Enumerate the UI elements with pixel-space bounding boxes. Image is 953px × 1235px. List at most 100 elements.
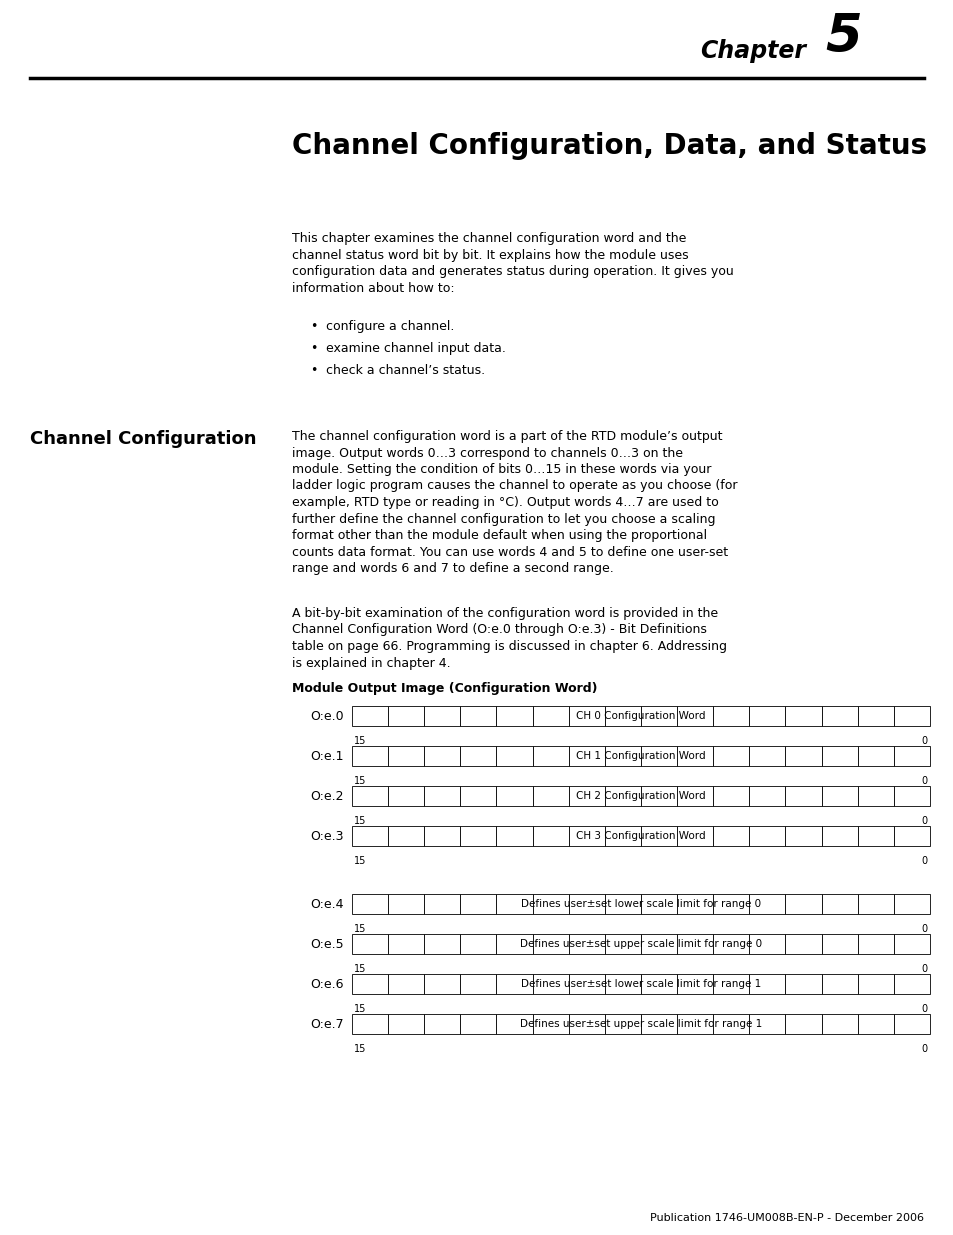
Bar: [749, 894, 784, 914]
Text: 0: 0: [921, 1044, 927, 1053]
Bar: [604, 785, 640, 806]
Text: counts data format. You can use words 4 and 5 to define one user-set: counts data format. You can use words 4 …: [292, 546, 727, 558]
Bar: [821, 826, 857, 846]
Bar: [784, 826, 821, 846]
Text: O:e.5: O:e.5: [310, 937, 344, 951]
Text: 0: 0: [921, 856, 927, 866]
Bar: [857, 1014, 893, 1034]
Text: 15: 15: [354, 856, 366, 866]
Text: table on page 66. Programming is discussed in chapter 6. Addressing: table on page 66. Programming is discuss…: [292, 640, 726, 653]
Bar: [568, 785, 604, 806]
Bar: [532, 785, 568, 806]
Text: 15: 15: [354, 776, 366, 785]
Bar: [713, 826, 749, 846]
Text: 0: 0: [921, 965, 927, 974]
Bar: [568, 746, 604, 766]
Bar: [388, 785, 424, 806]
Bar: [532, 706, 568, 726]
Bar: [496, 974, 532, 994]
Bar: [893, 706, 929, 726]
Text: O:e.0: O:e.0: [310, 709, 344, 722]
Bar: [388, 974, 424, 994]
Bar: [460, 894, 496, 914]
Bar: [749, 934, 784, 953]
Bar: [713, 974, 749, 994]
Bar: [352, 1014, 388, 1034]
Bar: [784, 934, 821, 953]
Bar: [821, 934, 857, 953]
Bar: [893, 894, 929, 914]
Bar: [460, 785, 496, 806]
Bar: [749, 785, 784, 806]
Bar: [677, 706, 713, 726]
Bar: [424, 974, 460, 994]
Bar: [784, 974, 821, 994]
Bar: [424, 894, 460, 914]
Text: CH 2 Configuration Word: CH 2 Configuration Word: [576, 790, 705, 802]
Bar: [388, 826, 424, 846]
Bar: [388, 1014, 424, 1034]
Bar: [677, 974, 713, 994]
Text: further define the channel configuration to let you choose a scaling: further define the channel configuration…: [292, 513, 715, 526]
Bar: [352, 974, 388, 994]
Bar: [460, 706, 496, 726]
Bar: [352, 934, 388, 953]
Bar: [749, 974, 784, 994]
Text: 0: 0: [921, 816, 927, 826]
Bar: [424, 1014, 460, 1034]
Bar: [496, 1014, 532, 1034]
Text: is explained in chapter 4.: is explained in chapter 4.: [292, 657, 450, 669]
Bar: [568, 934, 604, 953]
Bar: [821, 1014, 857, 1034]
Bar: [640, 974, 677, 994]
Text: Chapter: Chapter: [700, 40, 805, 63]
Bar: [496, 785, 532, 806]
Bar: [568, 826, 604, 846]
Bar: [857, 934, 893, 953]
Text: O:e.2: O:e.2: [310, 789, 344, 803]
Bar: [388, 706, 424, 726]
Bar: [821, 746, 857, 766]
Bar: [749, 1014, 784, 1034]
Bar: [496, 934, 532, 953]
Bar: [604, 706, 640, 726]
Bar: [568, 894, 604, 914]
Bar: [784, 1014, 821, 1034]
Bar: [424, 785, 460, 806]
Text: A bit-by-bit examination of the configuration word is provided in the: A bit-by-bit examination of the configur…: [292, 606, 718, 620]
Bar: [784, 746, 821, 766]
Bar: [713, 894, 749, 914]
Text: image. Output words 0…3 correspond to channels 0…3 on the: image. Output words 0…3 correspond to ch…: [292, 447, 682, 459]
Bar: [857, 974, 893, 994]
Bar: [893, 746, 929, 766]
Bar: [857, 746, 893, 766]
Bar: [893, 1014, 929, 1034]
Text: channel status word bit by bit. It explains how the module uses: channel status word bit by bit. It expla…: [292, 248, 688, 262]
Bar: [640, 894, 677, 914]
Text: Defines user±set lower scale limit for range 0: Defines user±set lower scale limit for r…: [520, 899, 760, 909]
Bar: [496, 746, 532, 766]
Text: configuration data and generates status during operation. It gives you: configuration data and generates status …: [292, 266, 733, 278]
Bar: [857, 894, 893, 914]
Bar: [857, 785, 893, 806]
Text: •: •: [310, 364, 317, 377]
Text: Publication 1746-UM008B-EN-P - December 2006: Publication 1746-UM008B-EN-P - December …: [649, 1213, 923, 1223]
Text: 5: 5: [824, 11, 862, 63]
Bar: [352, 746, 388, 766]
Bar: [713, 706, 749, 726]
Text: 15: 15: [354, 1004, 366, 1014]
Text: Defines user±set upper scale limit for range 1: Defines user±set upper scale limit for r…: [519, 1019, 761, 1029]
Bar: [784, 894, 821, 914]
Bar: [604, 826, 640, 846]
Bar: [821, 974, 857, 994]
Text: •: •: [310, 320, 317, 333]
Bar: [460, 934, 496, 953]
Text: CH 0 Configuration Word: CH 0 Configuration Word: [576, 711, 705, 721]
Bar: [677, 785, 713, 806]
Text: Channel Configuration: Channel Configuration: [30, 430, 256, 448]
Text: Channel Configuration, Data, and Status: Channel Configuration, Data, and Status: [292, 132, 926, 161]
Text: O:e.3: O:e.3: [310, 830, 344, 842]
Bar: [893, 826, 929, 846]
Bar: [604, 1014, 640, 1034]
Bar: [893, 974, 929, 994]
